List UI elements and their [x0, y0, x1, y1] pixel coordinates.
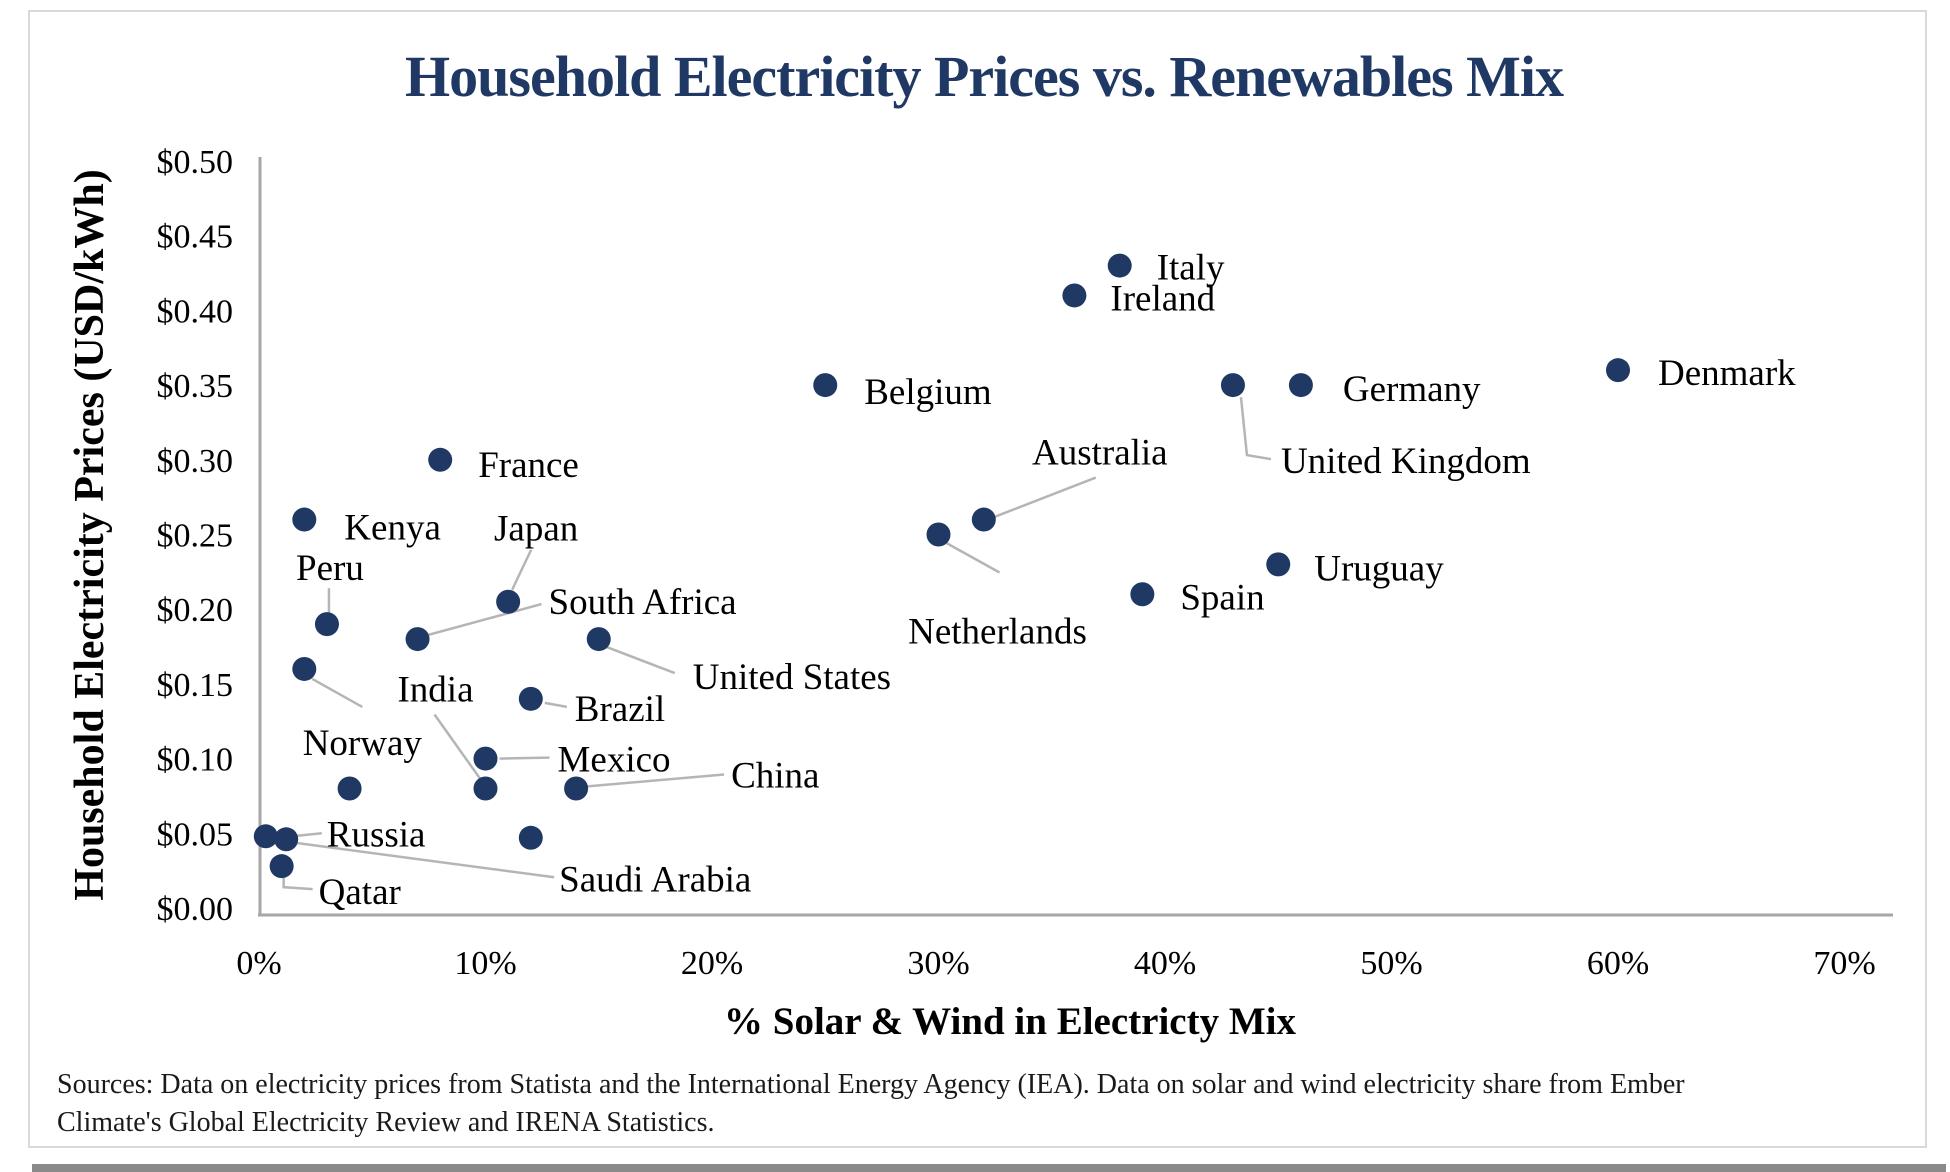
point-label-qatar: Qatar — [319, 872, 401, 913]
leader-line-qatar — [282, 874, 313, 891]
point-label-norway: Norway — [303, 723, 423, 764]
point-label-belgium: Belgium — [864, 372, 992, 413]
point-label-spain: Spain — [1180, 577, 1264, 618]
leader-line-india — [433, 713, 485, 785]
leader-line-australia — [992, 476, 1097, 519]
point-label-france: France — [478, 445, 579, 486]
data-point-france — [428, 447, 453, 472]
source-note-line-1: Sources: Data on electricity prices from… — [57, 1069, 1685, 1100]
point-label-mexico: Mexico — [558, 740, 671, 781]
data-point-australia — [971, 507, 996, 532]
leader-line-united-states — [606, 645, 676, 675]
leader-lines — [272, 396, 1272, 891]
axes — [258, 157, 1893, 917]
leader-line-norway — [311, 677, 363, 709]
y-tick-label-0-05: $0.05 — [157, 816, 234, 853]
leader-line-japan — [511, 549, 533, 591]
point-label-united-kingdom: United Kingdom — [1281, 441, 1531, 482]
data-point-unlabeled — [337, 776, 362, 801]
point-label-brazil: Brazil — [575, 689, 665, 730]
screenshot-bottom-edge-bar — [32, 1164, 1946, 1172]
data-point-peru — [314, 612, 339, 637]
point-label-uruguay: Uruguay — [1314, 548, 1444, 589]
y-tick-label-0-30: $0.30 — [157, 443, 234, 480]
y-tick-label-0-50: $0.50 — [157, 144, 234, 181]
data-points — [253, 253, 1630, 879]
y-tick-label-0-25: $0.25 — [157, 518, 234, 555]
chart-border — [28, 10, 1927, 1148]
y-tick-label-0-35: $0.35 — [157, 368, 234, 405]
data-point-italy — [1107, 253, 1132, 278]
point-label-united-states: United States — [693, 657, 891, 698]
data-point-uruguay — [1266, 552, 1291, 577]
y-tick-label-0-00: $0.00 — [157, 891, 234, 928]
y-tick-label-0-40: $0.40 — [157, 293, 234, 330]
data-point-russia — [253, 824, 278, 849]
data-point-ireland — [1062, 283, 1087, 308]
x-tick-label-10: 10% — [454, 945, 516, 982]
data-point-norway — [292, 656, 317, 681]
data-point-unlabeled — [518, 825, 543, 850]
tick-labels: $0.00 $0.05 $0.10 $0.15 $0.20 $0.25 $0.30 $0.35… — [157, 144, 1876, 982]
point-label-china: China — [731, 755, 819, 796]
x-tick-label-20: 20% — [681, 945, 743, 982]
x-tick-label-60: 60% — [1587, 945, 1649, 982]
y-tick-label-0-20: $0.20 — [157, 592, 234, 629]
chart-title: Household Electricity Prices vs. Renewab… — [405, 44, 1564, 109]
y-tick-label-0-45: $0.45 — [157, 219, 234, 256]
y-tick-label-0-10: $0.10 — [157, 742, 234, 779]
data-point-united-states — [586, 627, 611, 652]
x-axis-title: % Solar & Wind in Electricty Mix — [724, 1000, 1296, 1043]
point-label-peru: Peru — [296, 548, 364, 589]
point-label-australia: Australia — [1032, 433, 1168, 474]
leader-line-united-kingdom — [1239, 396, 1272, 461]
data-point-saudi-arabia — [274, 827, 299, 852]
data-point-india — [473, 776, 498, 801]
data-point-spain — [1130, 582, 1155, 607]
data-point-kenya — [292, 507, 317, 532]
leader-line-mexico — [499, 756, 550, 760]
point-label-ireland: Ireland — [1110, 278, 1215, 319]
x-tick-label-30: 30% — [907, 945, 969, 982]
data-point-mexico — [473, 746, 498, 771]
data-point-netherlands — [926, 522, 951, 547]
x-tick-label-70: 70% — [1813, 945, 1875, 982]
point-label-netherlands: Netherlands — [908, 612, 1087, 653]
data-point-united-kingdom — [1220, 373, 1245, 398]
point-label-south-africa: South Africa — [549, 582, 737, 623]
data-point-china — [564, 776, 589, 801]
point-label-denmark: Denmark — [1658, 353, 1796, 394]
point-label-kenya: Kenya — [344, 508, 441, 549]
y-tick-label-0-15: $0.15 — [157, 667, 234, 704]
x-tick-label-0: 0% — [236, 945, 281, 982]
source-note-line-2: Climate's Global Electricity Review and … — [57, 1107, 714, 1138]
data-point-denmark — [1606, 358, 1630, 383]
data-point-belgium — [813, 373, 838, 398]
leader-line-south-africa — [427, 602, 542, 637]
point-label-italy: Italy — [1157, 248, 1225, 289]
x-tick-label-40: 40% — [1134, 945, 1196, 982]
point-label-japan: Japan — [494, 509, 578, 550]
point-label-india: India — [397, 669, 473, 710]
data-point-south-africa — [405, 627, 430, 652]
point-label-saudi-arabia: Saudi Arabia — [559, 859, 751, 900]
point-label-russia: Russia — [327, 814, 426, 855]
leader-line-saudi-arabia — [291, 841, 555, 879]
point-label-germany: Germany — [1343, 369, 1481, 410]
x-tick-label-50: 50% — [1360, 945, 1422, 982]
data-point-brazil — [518, 686, 543, 711]
leader-line-brazil — [544, 701, 568, 709]
leader-line-china — [585, 773, 725, 788]
data-point-germany — [1288, 373, 1313, 398]
data-point-japan — [496, 589, 521, 614]
leader-line-netherlands — [944, 541, 1001, 574]
y-axis-title: Household Electricity Prices (USD/kWh) — [67, 169, 113, 900]
data-point-qatar — [269, 854, 294, 879]
